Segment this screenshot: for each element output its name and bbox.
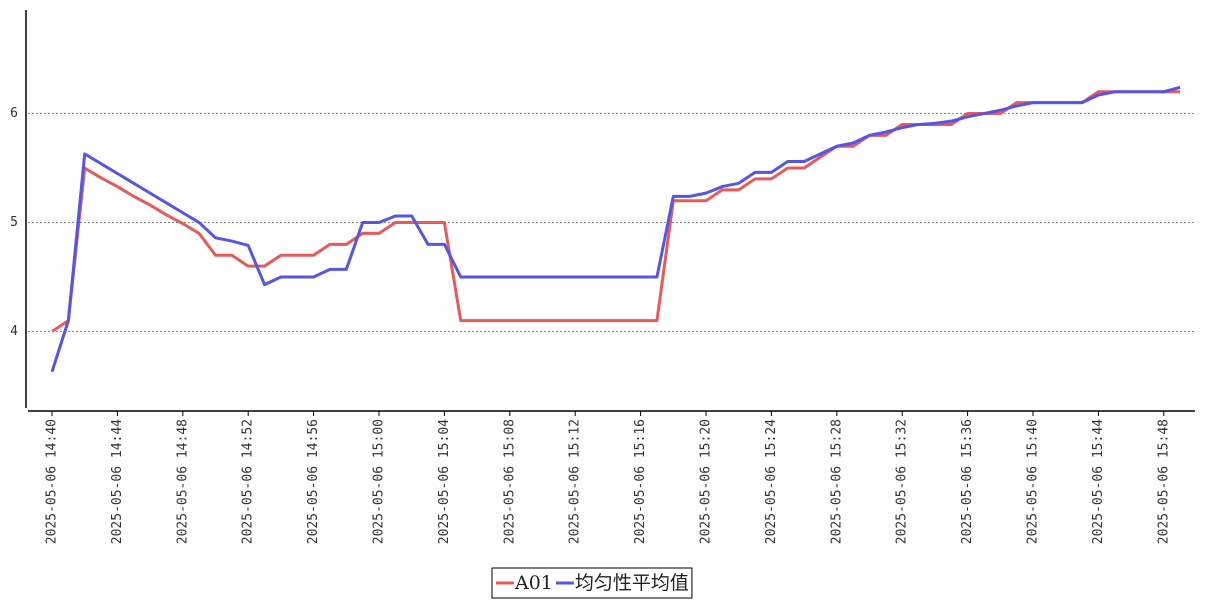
x-tick-label: 2025-05-06 15:12 bbox=[568, 419, 583, 544]
x-tick-label: 2025-05-06 15:40 bbox=[1026, 419, 1041, 544]
x-tick-label: 2025-05-06 15:36 bbox=[960, 419, 975, 544]
series-line bbox=[51, 90, 1181, 333]
x-tick-label: 2025-05-06 15:32 bbox=[895, 419, 910, 544]
x-tick-label: 2025-05-06 15:08 bbox=[502, 419, 517, 544]
x-tick-label: 2025-05-06 15:20 bbox=[699, 419, 714, 544]
x-tick-label: 2025-05-06 14:56 bbox=[306, 419, 321, 544]
x-tick-label: 2025-05-06 14:44 bbox=[110, 419, 125, 544]
x-tick-label: 2025-05-06 14:48 bbox=[175, 419, 190, 544]
legend-box bbox=[491, 567, 693, 599]
x-tick-label: 2025-05-06 15:28 bbox=[829, 419, 844, 544]
x-tick-label: 2025-05-06 14:52 bbox=[241, 419, 256, 544]
y-tick-label: 4 bbox=[10, 324, 18, 339]
legend-label: A01 bbox=[514, 572, 553, 594]
series-line bbox=[50, 85, 1181, 373]
x-tick-label: 2025-05-06 15:48 bbox=[1156, 419, 1171, 544]
legend-label: 均匀性平均值 bbox=[575, 572, 689, 594]
y-tick-label: 6 bbox=[10, 106, 18, 121]
x-tick-label: 2025-05-06 15:24 bbox=[764, 419, 779, 544]
x-tick-label: 2025-05-06 15:44 bbox=[1091, 419, 1106, 544]
x-tick-label: 2025-05-06 15:16 bbox=[633, 419, 648, 544]
x-tick-label: 2025-05-06 15:00 bbox=[372, 419, 387, 544]
y-tick-label: 5 bbox=[10, 215, 18, 230]
x-tick-label: 2025-05-06 15:04 bbox=[437, 419, 452, 544]
x-tick-label: 2025-05-06 14:40 bbox=[45, 419, 60, 544]
